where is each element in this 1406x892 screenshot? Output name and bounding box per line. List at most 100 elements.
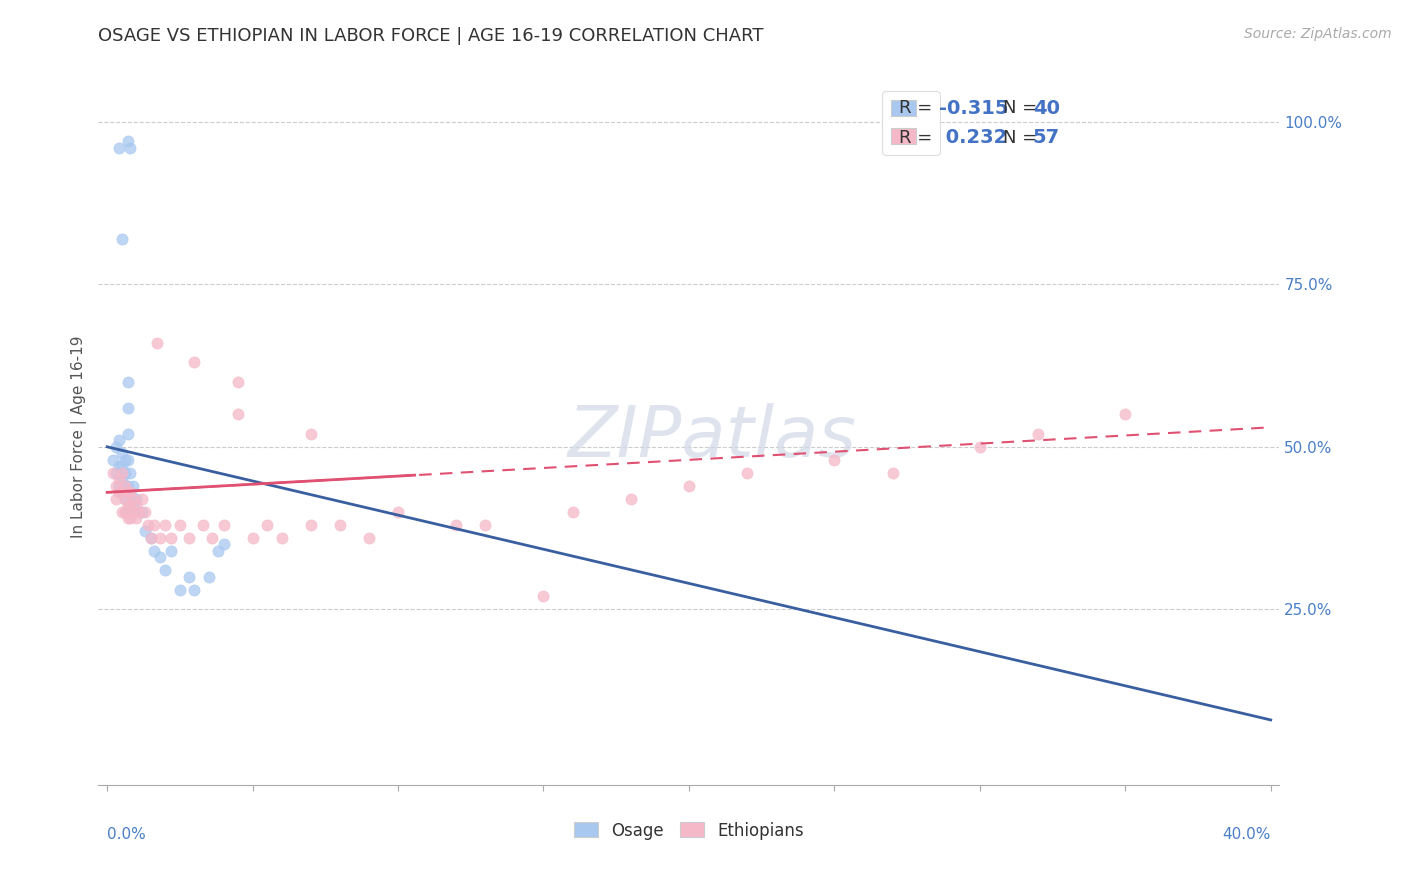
Point [117,479,139,493]
Point [142,544,165,558]
Point [104,491,127,506]
Point [114,505,136,519]
Point [201,531,224,545]
Text: OSAGE VS ETHIOPIAN IN LABOR FORCE | AGE 16-19 CORRELATION CHART: OSAGE VS ETHIOPIAN IN LABOR FORCE | AGE … [98,27,763,45]
Point [101,453,124,467]
Point [561,505,583,519]
Point [120,485,142,500]
Point [533,590,555,604]
Point [270,531,292,545]
Point [111,472,134,486]
Point [1114,407,1136,421]
Point [1026,426,1049,441]
Point [678,479,700,493]
Point [125,499,148,513]
Point [111,466,134,480]
Point [120,141,142,155]
Point [104,479,127,493]
Point [329,517,352,532]
Point [107,141,129,155]
Point [256,517,278,532]
Point [111,446,134,460]
Point [183,355,205,369]
Point [160,544,183,558]
Legend: Osage, Ethiopians: Osage, Ethiopians [568,815,810,847]
Point [169,582,191,597]
Point [474,517,496,532]
Point [212,537,235,551]
Point [117,499,139,513]
Point [226,407,249,421]
Point [145,335,167,350]
Point [226,375,249,389]
Point [117,426,139,441]
Point [155,563,177,577]
Point [160,531,183,545]
Point [735,466,758,480]
Point [117,401,139,415]
Point [155,517,177,532]
Point [620,491,643,506]
Point [823,453,845,467]
Point [198,570,221,584]
Text: N =: N = [1004,99,1043,118]
Point [104,440,127,454]
Text: 40: 40 [1033,99,1060,118]
Point [125,511,148,525]
Point [120,466,142,480]
Point [107,479,129,493]
Y-axis label: In Labor Force | Age 16-19: In Labor Force | Age 16-19 [70,335,87,539]
Point [177,570,200,584]
Text: ZIPatlas: ZIPatlas [568,402,858,472]
Point [444,517,467,532]
Point [107,472,129,486]
Point [299,517,322,532]
Point [117,453,139,467]
Point [111,485,134,500]
Point [120,499,142,513]
Point [131,505,153,519]
Point [122,479,145,493]
Point [207,544,229,558]
Point [107,434,129,448]
Text: N =: N = [1004,128,1043,146]
Point [139,531,162,545]
Text: 40.0%: 40.0% [1222,827,1271,842]
Point [114,453,136,467]
Point [114,491,136,506]
Point [299,426,322,441]
Text: 0.232: 0.232 [939,128,1007,147]
Point [139,531,162,545]
Point [120,505,142,519]
Point [212,517,235,532]
Point [177,531,200,545]
Point [117,485,139,500]
Point [107,485,129,500]
Point [122,499,145,513]
Point [183,582,205,597]
Point [125,491,148,506]
Point [122,505,145,519]
Point [104,466,127,480]
Point [117,375,139,389]
Point [111,459,134,474]
Text: -0.315: -0.315 [939,99,1008,118]
Point [148,531,170,545]
Point [134,524,156,539]
Point [191,517,214,532]
Point [101,466,124,480]
Point [120,511,142,525]
Point [107,459,129,474]
Point [357,531,380,545]
Point [969,440,991,454]
Point [242,531,264,545]
Point [882,466,904,480]
Point [148,550,170,565]
Point [117,134,139,148]
Point [122,491,145,506]
Point [136,517,159,532]
Point [114,491,136,506]
Point [114,505,136,519]
Point [117,511,139,525]
Point [111,232,134,246]
